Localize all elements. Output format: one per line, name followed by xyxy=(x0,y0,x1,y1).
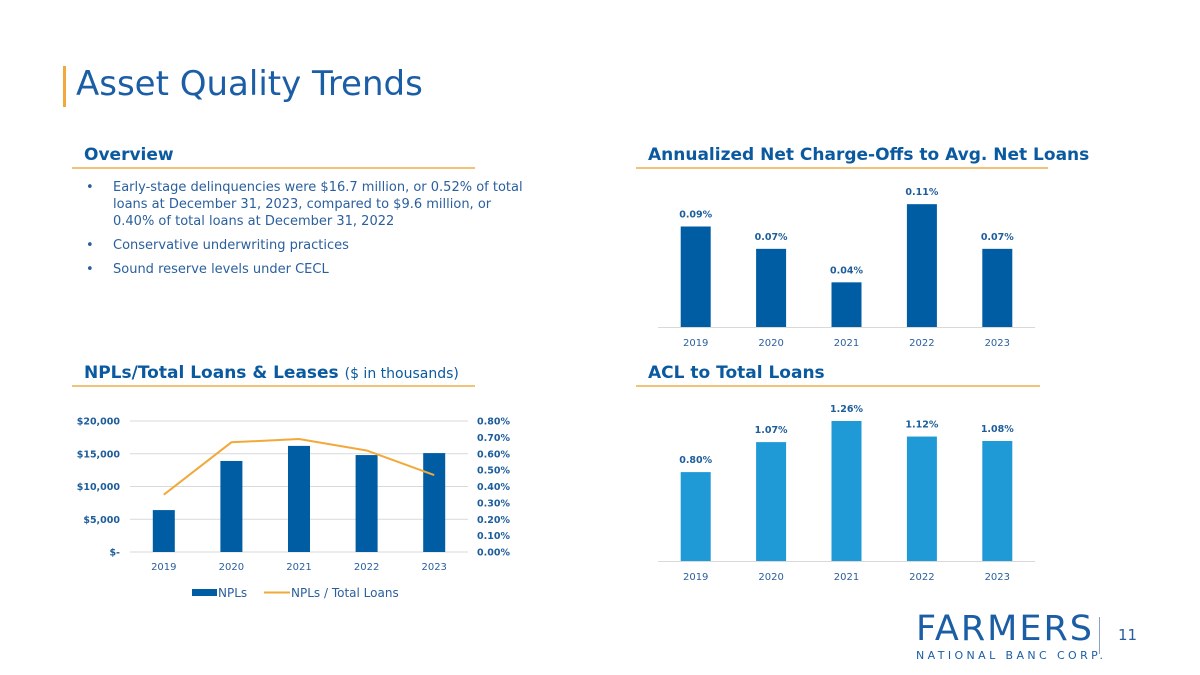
y-left-tick-label: $10,000 xyxy=(77,482,121,493)
data-label-2020: 1.07% xyxy=(755,425,788,436)
y-left-tick-label: $5,000 xyxy=(83,515,120,526)
bar-2019 xyxy=(680,472,711,561)
bar-2023 xyxy=(982,441,1013,561)
overview-bullet: • Conservative underwriting practices xyxy=(86,237,526,254)
nco-chart: 0.09% 2019 0.07% 2020 0.04% 2021 0.11% 2022 0.07… xyxy=(658,187,1035,349)
npl-bar-2019 xyxy=(152,510,175,552)
overview-rule xyxy=(72,167,475,169)
y-left-tick-label: $15,000 xyxy=(77,449,121,460)
y-right-tick-label: 0.40% xyxy=(477,482,510,493)
bullet-glyph: • xyxy=(86,180,94,195)
x-tick-label-2021: 2021 xyxy=(834,338,859,349)
data-label-2023: 1.08% xyxy=(981,424,1014,435)
legend-swatch-npls xyxy=(192,589,217,596)
logo-subtitle: NATIONAL BANC CORP. xyxy=(916,649,1107,662)
npl-rule xyxy=(72,385,475,387)
footer-divider xyxy=(1099,617,1100,654)
data-label-2021: 1.26% xyxy=(830,404,863,415)
bullet-text: Sound reserve levels under CECL xyxy=(113,262,329,277)
bullet-text: Early-stage delinquencies were $16.7 mil… xyxy=(113,180,523,229)
overview-bullets: • Early-stage delinquencies were $16.7 m… xyxy=(86,179,526,285)
farmers-logo: FARMERS NATIONAL BANC CORP. xyxy=(916,609,1107,663)
x-tick-label-2020: 2020 xyxy=(758,572,783,583)
x-tick-label-2020: 2020 xyxy=(758,338,783,349)
nco-rule xyxy=(636,167,1048,169)
bullet-glyph: • xyxy=(86,238,94,253)
legend-label-ratio: NPLs / Total Loans xyxy=(291,586,399,600)
y-right-tick-label: 0.60% xyxy=(477,449,510,460)
overview-bullet: • Sound reserve levels under CECL xyxy=(86,261,526,278)
bar-2019 xyxy=(680,226,711,327)
bullet-glyph: • xyxy=(86,262,94,277)
overview-heading: Overview xyxy=(84,145,174,165)
npl-bar-2020 xyxy=(220,460,243,552)
bullet-text: Conservative underwriting practices xyxy=(113,238,349,253)
x-tick-label-2019: 2019 xyxy=(151,562,176,573)
npl-chart: $- $5,000 $10,000 $15,000 $20,000 0.00% 0.10% 0… xyxy=(77,417,511,601)
data-label-2019: 0.80% xyxy=(679,455,712,466)
y-left-tick-label: $- xyxy=(109,548,120,559)
data-label-2019: 0.09% xyxy=(679,210,712,221)
data-label-2022: 1.12% xyxy=(905,420,938,431)
x-tick-label-2023: 2023 xyxy=(985,338,1010,349)
y-right-tick-label: 0.30% xyxy=(477,498,510,509)
x-tick-label-2023: 2023 xyxy=(421,562,446,573)
acl-chart: 0.80% 2019 1.07% 2020 1.26% 2021 1.12% 2022 1.08… xyxy=(658,404,1035,583)
x-tick-label-2022: 2022 xyxy=(909,338,934,349)
acl-chart-title: ACL to Total Loans xyxy=(648,363,825,383)
x-tick-label-2022: 2022 xyxy=(909,572,934,583)
x-tick-label-2021: 2021 xyxy=(286,562,311,573)
npl-bar-2021 xyxy=(288,445,310,552)
x-tick-label-2021: 2021 xyxy=(834,572,859,583)
y-right-tick-label: 0.80% xyxy=(477,417,510,428)
bar-2022 xyxy=(906,204,937,327)
y-right-tick-label: 0.20% xyxy=(477,515,510,526)
x-tick-label-2020: 2020 xyxy=(219,562,244,573)
npl-bar-2023 xyxy=(423,453,446,552)
overview-bullet: • Early-stage delinquencies were $16.7 m… xyxy=(86,179,526,230)
npl-chart-title: NPLs/Total Loans & Leases ($ in thousand… xyxy=(84,363,459,383)
y-right-tick-label: 0.00% xyxy=(477,548,510,559)
data-label-2021: 0.04% xyxy=(830,265,863,276)
x-tick-label-2019: 2019 xyxy=(683,338,708,349)
npl-chart-title-text: NPLs/Total Loans & Leases xyxy=(84,363,339,383)
x-tick-label-2022: 2022 xyxy=(354,562,379,573)
page-number: 11 xyxy=(1118,626,1138,644)
bar-2023 xyxy=(982,248,1013,327)
title-accent-bar xyxy=(63,66,66,107)
legend-label-npls: NPLs xyxy=(218,586,247,600)
nco-chart-title: Annualized Net Charge-Offs to Avg. Net L… xyxy=(648,145,1090,165)
x-tick-label-2019: 2019 xyxy=(683,572,708,583)
logo-wordmark: FARMERS xyxy=(916,609,1095,649)
y-right-tick-label: 0.70% xyxy=(477,433,510,444)
npl-chart-subtitle: ($ in thousands) xyxy=(344,366,459,382)
bar-2020 xyxy=(756,442,787,561)
data-label-2023: 0.07% xyxy=(981,232,1014,243)
bar-2021 xyxy=(831,282,862,327)
npl-bar-2022 xyxy=(355,455,378,552)
data-label-2022: 0.11% xyxy=(905,187,938,198)
page-title: Asset Quality Trends xyxy=(76,64,423,104)
x-tick-label-2023: 2023 xyxy=(985,572,1010,583)
bar-2020 xyxy=(756,248,787,327)
data-label-2020: 0.07% xyxy=(755,232,788,243)
y-right-tick-label: 0.10% xyxy=(477,531,510,542)
bar-2022 xyxy=(906,436,937,561)
y-left-tick-label: $20,000 xyxy=(77,417,121,428)
acl-rule xyxy=(636,385,1040,387)
y-right-tick-label: 0.50% xyxy=(477,466,510,477)
bar-2021 xyxy=(831,421,862,561)
